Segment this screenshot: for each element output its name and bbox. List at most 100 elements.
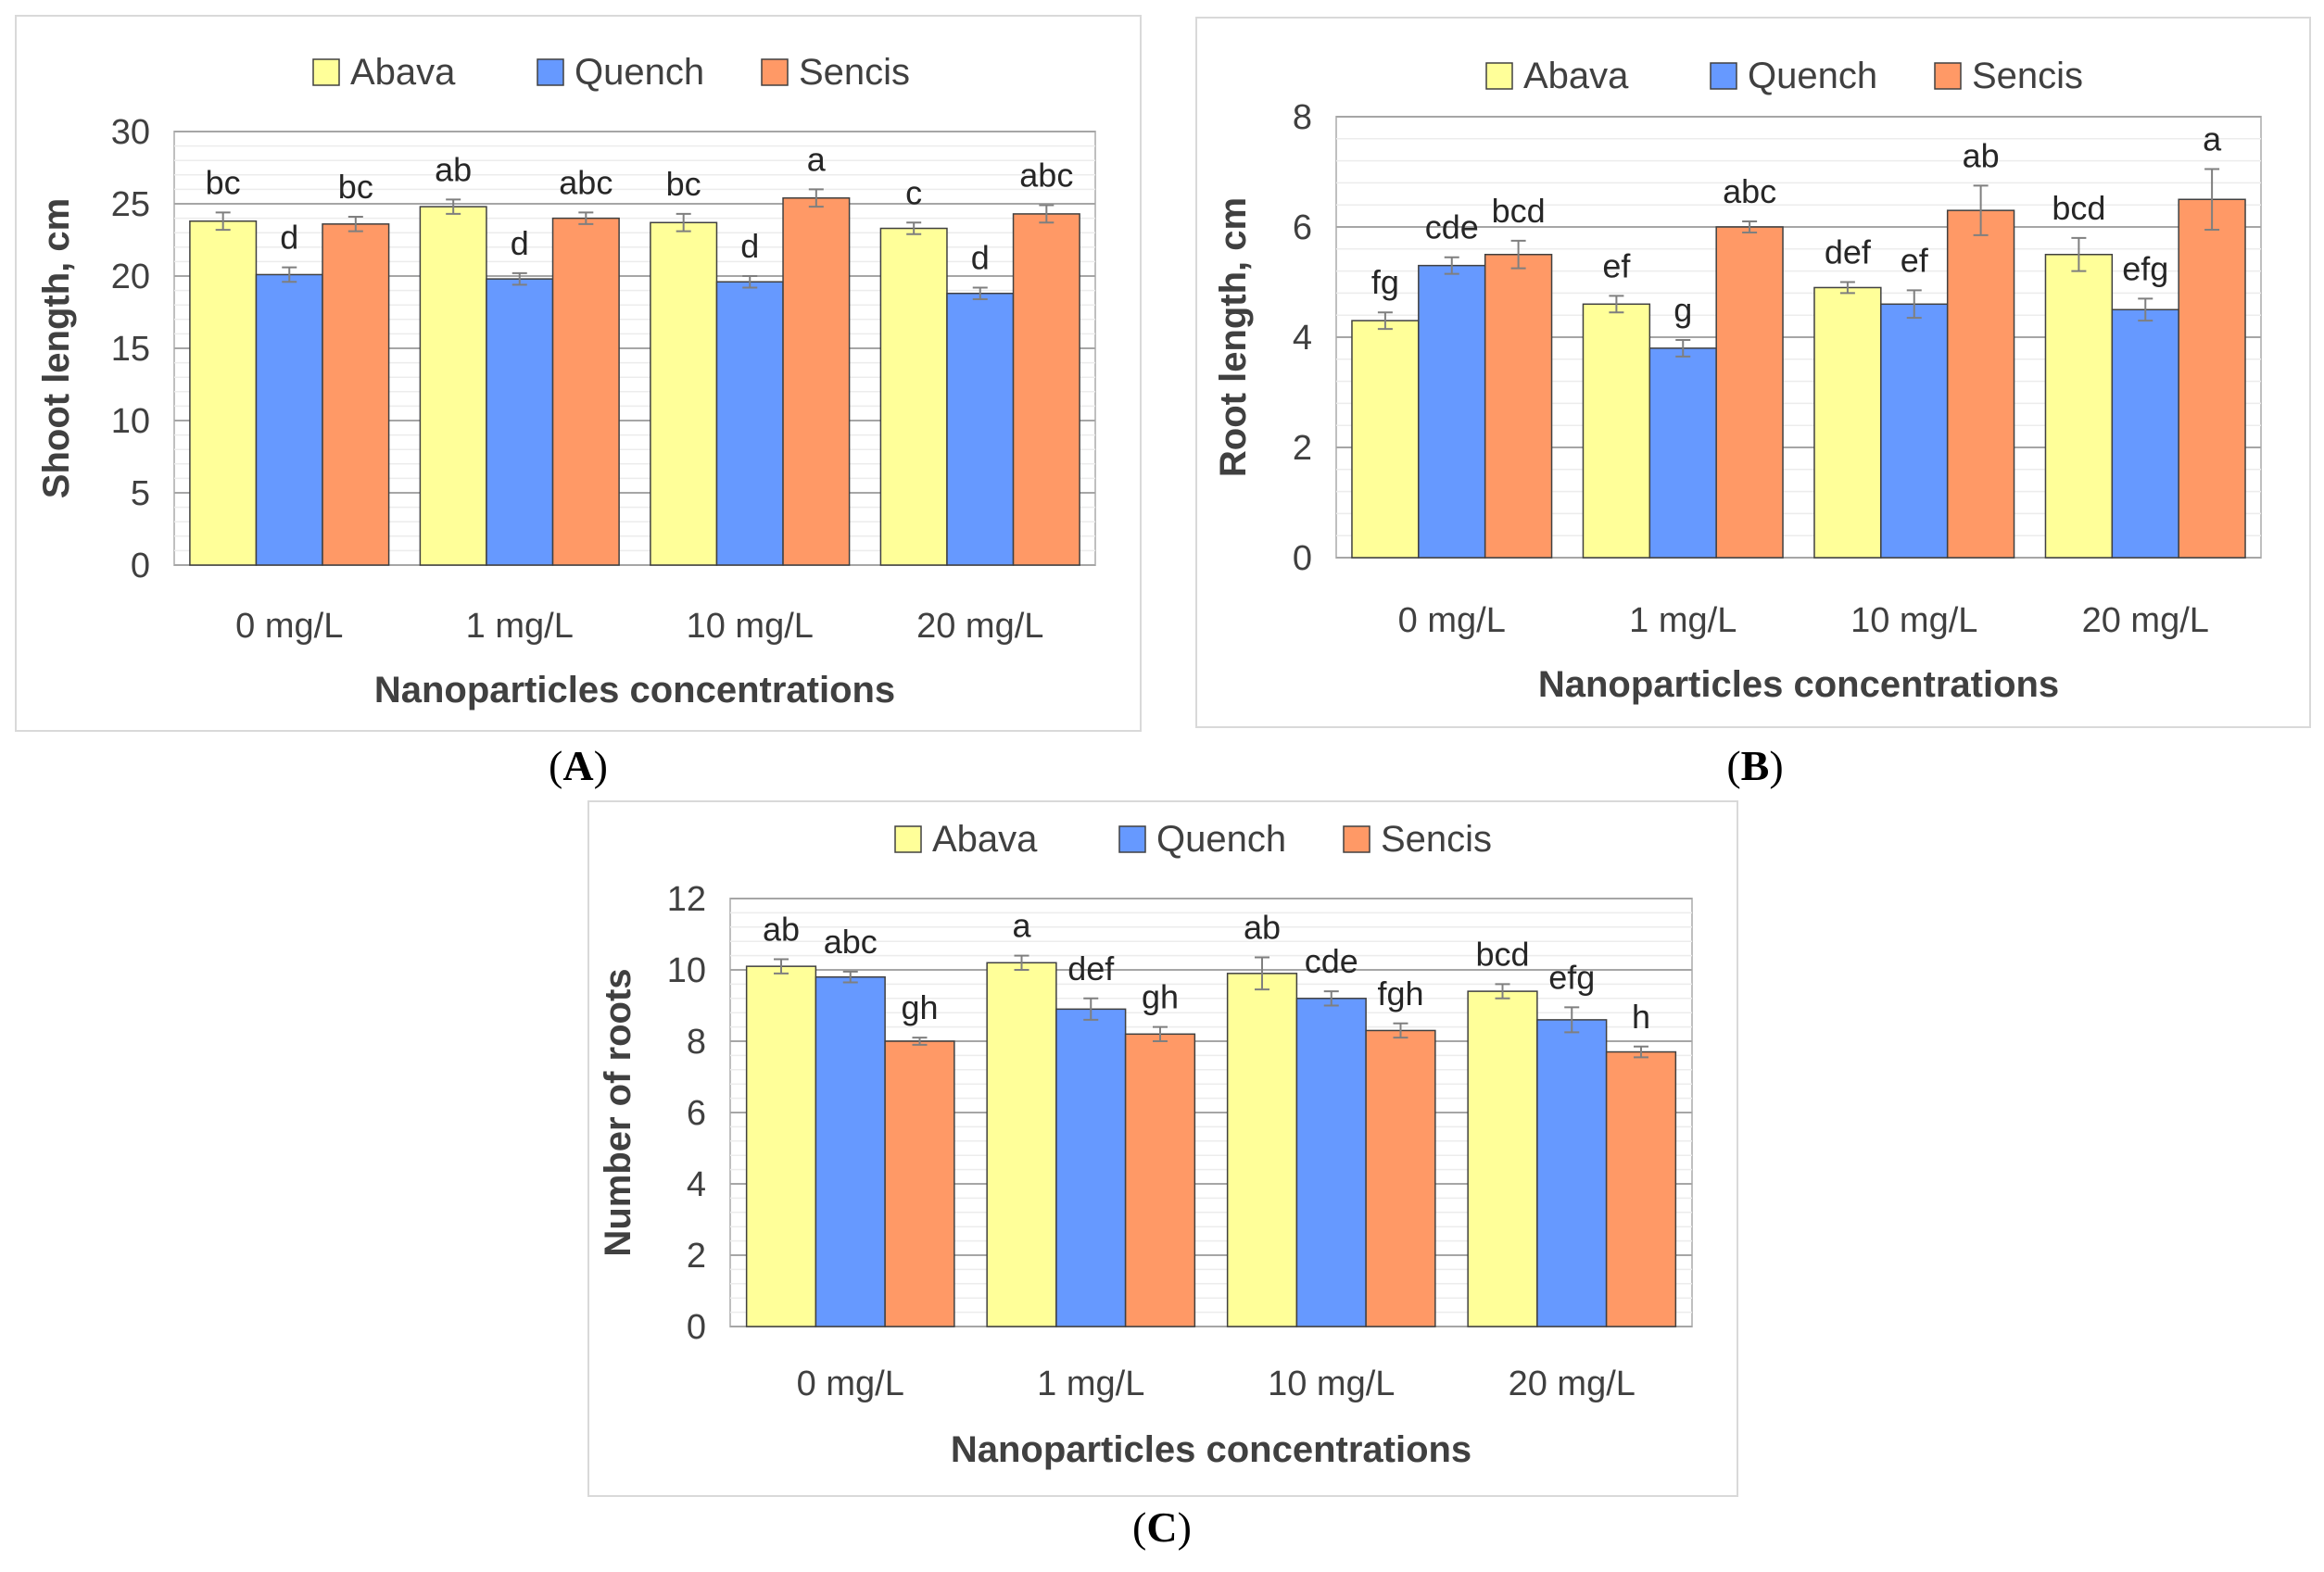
caption-c-letter: C bbox=[1146, 1503, 1178, 1551]
legend-label-sencis: Sencis bbox=[1972, 56, 2083, 96]
legend-swatch-sencis bbox=[761, 58, 789, 86]
significance-letter: abc bbox=[559, 163, 613, 201]
chart-c: 0 2 4 6 8 10 12 Number of roots ab a ab bcd abc def cd… bbox=[598, 819, 1693, 1470]
legend-swatch-sencis bbox=[1934, 62, 1962, 90]
bar bbox=[745, 965, 817, 1327]
bar bbox=[879, 227, 948, 566]
significance-letter: fgh bbox=[1377, 975, 1423, 1012]
significance-letter: c bbox=[905, 173, 922, 211]
bar bbox=[650, 221, 718, 566]
x-axis-label: Nanoparticles concentrations bbox=[951, 1429, 1471, 1470]
bar bbox=[1484, 254, 1553, 559]
significance-letter: def bbox=[1067, 949, 1115, 987]
bar bbox=[189, 220, 258, 566]
bar bbox=[1605, 1050, 1677, 1327]
legend-label-sencis: Sencis bbox=[1381, 819, 1492, 860]
significance-letter: bc bbox=[338, 168, 373, 206]
bar bbox=[1715, 226, 1784, 559]
significance-letter: ab bbox=[435, 150, 472, 188]
y-axis-label: Shoot length, cm bbox=[36, 198, 77, 498]
x-tick-label: 10 mg/L bbox=[687, 607, 814, 646]
y-tick-label: 20 bbox=[111, 258, 150, 296]
y-tick-label: 12 bbox=[667, 880, 706, 919]
significance-letter: g bbox=[1674, 291, 1692, 329]
bar bbox=[1351, 320, 1420, 559]
bar bbox=[1365, 1029, 1436, 1327]
y-tick-label: 2 bbox=[687, 1237, 706, 1276]
x-tick-label: 0 mg/L bbox=[235, 607, 343, 646]
legend-swatch-quench bbox=[1710, 62, 1737, 90]
legend-swatch-abava bbox=[894, 825, 922, 853]
significance-letter: bc bbox=[666, 165, 701, 203]
y-tick-label: 0 bbox=[687, 1308, 706, 1347]
significance-letter: d bbox=[280, 219, 298, 257]
bar bbox=[551, 217, 620, 566]
chart-a: 0 5 10 15 20 25 30 Shoot length, cm bc ab bc c d d d d b… bbox=[36, 52, 1096, 711]
significance-letter: ab bbox=[1963, 136, 2000, 174]
bar bbox=[486, 278, 554, 566]
y-tick-label: 6 bbox=[687, 1094, 706, 1133]
x-tick-label: 20 mg/L bbox=[2082, 601, 2209, 640]
significance-letter: ab bbox=[1244, 909, 1281, 947]
y-tick-label: 6 bbox=[1293, 208, 1312, 247]
bar bbox=[715, 281, 784, 566]
chart-panel-c: 0 2 4 6 8 10 12 Number of roots ab a ab bcd abc def cd… bbox=[587, 800, 1738, 1497]
y-axis-label: Root length, cm bbox=[1213, 197, 1254, 477]
x-tick-label: 0 mg/L bbox=[1398, 601, 1506, 640]
significance-letter: efg bbox=[1548, 958, 1595, 996]
legend-label-quench: Quench bbox=[575, 52, 704, 93]
caption-c: (C) bbox=[1132, 1503, 1192, 1551]
bar bbox=[782, 197, 851, 566]
significance-letter: h bbox=[1632, 998, 1650, 1036]
x-tick-label: 20 mg/L bbox=[916, 607, 1043, 646]
bar bbox=[419, 206, 487, 566]
significance-letter: a bbox=[1012, 907, 1031, 945]
caption-a: (A) bbox=[549, 742, 608, 789]
y-tick-label: 10 bbox=[111, 402, 150, 441]
significance-letter: bcd bbox=[1492, 192, 1546, 230]
significance-letter: def bbox=[1825, 233, 1872, 271]
significance-letter: bcd bbox=[1475, 935, 1529, 973]
significance-letter: abc bbox=[1723, 172, 1776, 210]
bar bbox=[2111, 308, 2179, 559]
bar bbox=[1226, 973, 1298, 1327]
bar bbox=[1648, 347, 1717, 559]
bar bbox=[815, 975, 886, 1327]
chart-panel-b: 0 2 4 6 8 Root length, cm fg ef def bcd cde g ef efg b… bbox=[1195, 17, 2311, 728]
significance-letter: a bbox=[807, 140, 827, 178]
legend-swatch-quench bbox=[537, 58, 564, 86]
bar bbox=[1124, 1033, 1196, 1327]
bar bbox=[322, 223, 390, 566]
y-axis-label: Number of roots bbox=[598, 968, 638, 1256]
significance-letter: cde bbox=[1305, 942, 1358, 980]
bar bbox=[2044, 254, 2114, 559]
significance-letter: d bbox=[971, 238, 990, 276]
x-axis-label: Nanoparticles concentrations bbox=[1538, 664, 2059, 705]
series-sencis: gh gh fgh h bbox=[884, 975, 1677, 1327]
caption-b: (B) bbox=[1726, 742, 1784, 789]
significance-letter: a bbox=[2203, 120, 2222, 158]
x-tick-label: 1 mg/L bbox=[466, 607, 574, 646]
y-tick-label: 0 bbox=[1293, 539, 1312, 578]
legend: Abava Quench Sencis bbox=[312, 52, 910, 93]
y-tick-label: 0 bbox=[131, 547, 150, 585]
bar bbox=[884, 1040, 955, 1327]
bar bbox=[1880, 303, 1949, 559]
caption-b-letter: B bbox=[1740, 742, 1770, 789]
y-tick-label: 5 bbox=[131, 474, 150, 513]
significance-letter: abc bbox=[1019, 157, 1073, 195]
x-tick-label: 10 mg/L bbox=[1268, 1364, 1395, 1403]
legend-label-abava: Abava bbox=[350, 52, 456, 93]
y-tick-label: 30 bbox=[111, 113, 150, 152]
legend-label-sencis: Sencis bbox=[799, 52, 910, 93]
x-tick-label: 20 mg/L bbox=[1509, 1364, 1636, 1403]
y-tick-label: 2 bbox=[1293, 429, 1312, 468]
significance-letter: ef bbox=[1602, 246, 1631, 284]
significance-letter: gh bbox=[1142, 978, 1179, 1016]
chart-panel-a: 0 5 10 15 20 25 30 Shoot length, cm bc ab bc c d d d d b… bbox=[15, 15, 1142, 732]
legend: Abava Quench Sencis bbox=[1485, 56, 2083, 96]
